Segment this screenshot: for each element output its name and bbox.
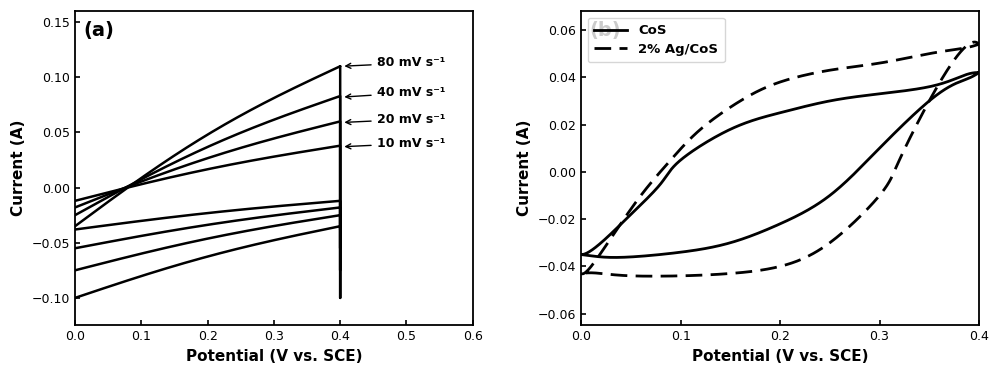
CoS	[886, 133, 898, 138]
Legend: CoS, 2% Ag/CoS: CoS, 2% Ag/CoS	[588, 18, 725, 62]
2% Ag/CoS	[788, 260, 800, 264]
Text: 20 mV s⁻¹: 20 mV s⁻¹	[346, 113, 445, 126]
X-axis label: Potential (V vs. SCE): Potential (V vs. SCE)	[692, 349, 868, 364]
CoS	[916, 105, 928, 109]
CoS	[608, 255, 620, 260]
X-axis label: Potential (V vs. SCE): Potential (V vs. SCE)	[186, 349, 362, 364]
Text: 40 mV s⁻¹: 40 mV s⁻¹	[346, 86, 445, 99]
2% Ag/CoS	[648, 274, 660, 278]
Text: (b): (b)	[589, 21, 621, 39]
CoS	[972, 70, 984, 75]
2% Ag/CoS	[930, 87, 942, 91]
CoS	[937, 88, 949, 93]
Y-axis label: Current (A): Current (A)	[11, 120, 26, 216]
CoS	[662, 252, 674, 256]
2% Ag/CoS	[593, 253, 605, 258]
Text: (a): (a)	[83, 21, 114, 39]
CoS	[765, 226, 777, 230]
2% Ag/CoS	[676, 273, 688, 278]
2% Ag/CoS	[911, 122, 923, 126]
2% Ag/CoS	[575, 271, 587, 276]
2% Ag/CoS	[893, 159, 905, 164]
Text: 10 mV s⁻¹: 10 mV s⁻¹	[346, 137, 445, 150]
Line: 2% Ag/CoS: 2% Ag/CoS	[581, 42, 979, 276]
Y-axis label: Current (A): Current (A)	[517, 120, 532, 216]
2% Ag/CoS	[969, 40, 981, 44]
CoS	[605, 232, 617, 236]
Text: 80 mV s⁻¹: 80 mV s⁻¹	[346, 57, 445, 69]
CoS	[575, 252, 587, 257]
Line: CoS: CoS	[581, 72, 979, 258]
2% Ag/CoS	[575, 271, 587, 276]
CoS	[575, 252, 587, 257]
